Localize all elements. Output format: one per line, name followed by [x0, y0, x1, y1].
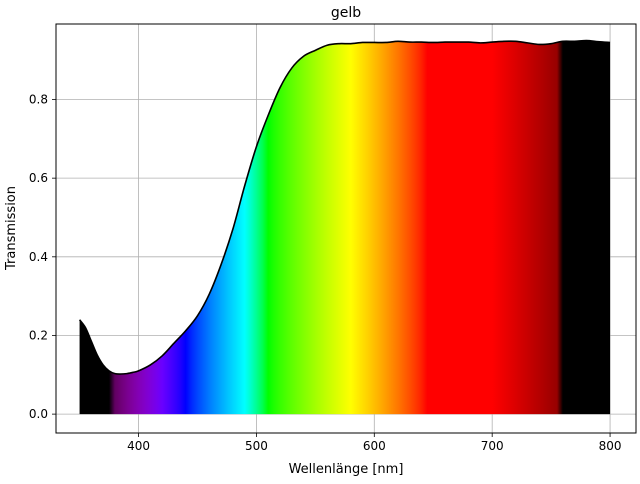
x-tick-label: 700	[481, 439, 504, 453]
y-tick-label: 0.4	[29, 250, 48, 264]
x-tick-label: 400	[127, 439, 150, 453]
spectrum-area	[79, 40, 611, 415]
y-tick-label: 0.8	[29, 93, 48, 107]
x-tick-label: 800	[599, 439, 622, 453]
x-axis-label: Wellenlänge [nm]	[289, 462, 404, 477]
chart-title: gelb	[331, 5, 361, 21]
y-axis-label: Transmission	[4, 186, 19, 271]
y-tick-label: 0.6	[29, 171, 48, 185]
y-tick-label: 0.2	[29, 328, 48, 342]
x-tick-label: 600	[363, 439, 386, 453]
x-ticks: 400 500 600 700 800	[127, 433, 622, 453]
x-tick-label: 500	[245, 439, 268, 453]
y-ticks: 0.0 0.2 0.4 0.6 0.8	[29, 93, 56, 421]
transmission-line	[78, 39, 611, 375]
y-tick-label: 0.0	[29, 407, 48, 421]
plot-frame	[55, 23, 637, 434]
